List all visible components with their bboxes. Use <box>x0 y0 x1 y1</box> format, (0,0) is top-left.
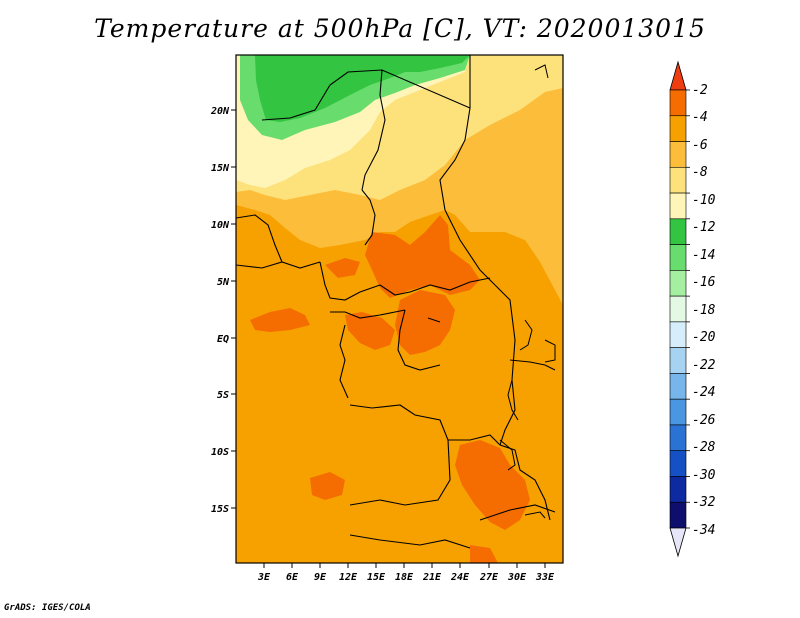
colorbar-swatch <box>669 89 687 117</box>
colorbar-swatch <box>669 450 687 477</box>
credit-text: GrADS: IGES/COLA <box>4 603 91 613</box>
colorbar-labels: -2 -4 -6 -8 -10 -12 -14 -16 -18 -20 -22 … <box>692 83 716 538</box>
lat-label: 5N <box>217 277 230 288</box>
colorbar-top-arrow <box>669 60 687 91</box>
colorbar-swatch <box>669 192 687 220</box>
lon-label: 30E <box>507 572 527 583</box>
lat-labels: 20N 15N 10N 5N EQ 5S 10S 15S <box>210 106 230 515</box>
lon-labels: 3E 6E 9E 12E 15E 18E 21E 24E 27E 30E 33E <box>257 572 555 583</box>
colorbar-swatch <box>669 398 687 426</box>
colorbar-label: -30 <box>692 468 716 483</box>
colorbar-swatch <box>669 424 687 452</box>
colorbar-bottom-arrow <box>669 527 687 558</box>
colorbar-label: -14 <box>692 248 715 263</box>
lon-label: 24E <box>450 572 470 583</box>
colorbar-swatch <box>669 347 687 374</box>
colorbar-label: -24 <box>692 385 715 400</box>
colorbar-swatch <box>669 270 687 297</box>
colorbar-label: -32 <box>692 495 716 510</box>
colorbar-label: -6 <box>692 138 708 153</box>
colorbar-label: -26 <box>692 413 716 428</box>
colorbar-swatch <box>669 115 687 142</box>
colorbar-swatch <box>669 218 687 245</box>
colorbar <box>669 60 690 558</box>
lat-label: 10N <box>211 220 230 231</box>
lat-ticks <box>231 109 236 509</box>
country-borders <box>236 55 556 549</box>
lon-label: 3E <box>257 572 271 583</box>
colorbar-swatch <box>669 295 687 323</box>
lon-label: 33E <box>535 572 555 583</box>
lakes <box>427 64 556 519</box>
colorbar-swatch <box>669 501 687 529</box>
colorbar-label: -12 <box>692 220 716 235</box>
lat-label: 10S <box>211 447 229 458</box>
lat-label: EQ <box>217 334 229 345</box>
colorbar-label: -20 <box>692 330 716 345</box>
lon-ticks <box>263 563 546 568</box>
lon-label: 9E <box>314 572 327 583</box>
lon-label: 18E <box>395 572 414 583</box>
lon-label: 27E <box>479 572 499 583</box>
colorbar-swatch <box>669 321 687 348</box>
lon-label: 12E <box>339 572 358 583</box>
field-dark-orange <box>250 215 530 563</box>
colorbar-label: -2 <box>692 83 708 98</box>
field-green-dark <box>255 55 470 122</box>
colorbar-label: -18 <box>692 303 716 318</box>
colorbar-swatch <box>669 141 687 168</box>
chart-title: Temperature at 500hPa [C], VT: 202001301… <box>94 14 706 43</box>
colorbar-label: -28 <box>692 440 716 455</box>
lat-label: 15N <box>211 163 230 174</box>
lat-label: 5S <box>217 390 229 401</box>
colorbar-label: -10 <box>692 193 716 208</box>
colorbar-label: -34 <box>692 523 715 538</box>
lon-label: 15E <box>367 572 386 583</box>
colorbar-label: -4 <box>692 110 708 125</box>
colorbar-label: -8 <box>692 165 708 180</box>
colorbar-label: -22 <box>692 358 716 373</box>
lon-label: 21E <box>422 572 442 583</box>
lon-label: 6E <box>286 572 299 583</box>
colorbar-swatch <box>669 373 687 400</box>
lat-label: 15S <box>211 504 229 515</box>
colorbar-label: -16 <box>692 275 716 290</box>
colorbar-swatch <box>669 166 687 194</box>
colorbar-swatch <box>669 244 687 271</box>
lat-label: 20N <box>210 106 230 117</box>
temperature-field <box>236 55 563 563</box>
colorbar-swatch <box>669 476 687 503</box>
map-frame <box>235 54 564 564</box>
